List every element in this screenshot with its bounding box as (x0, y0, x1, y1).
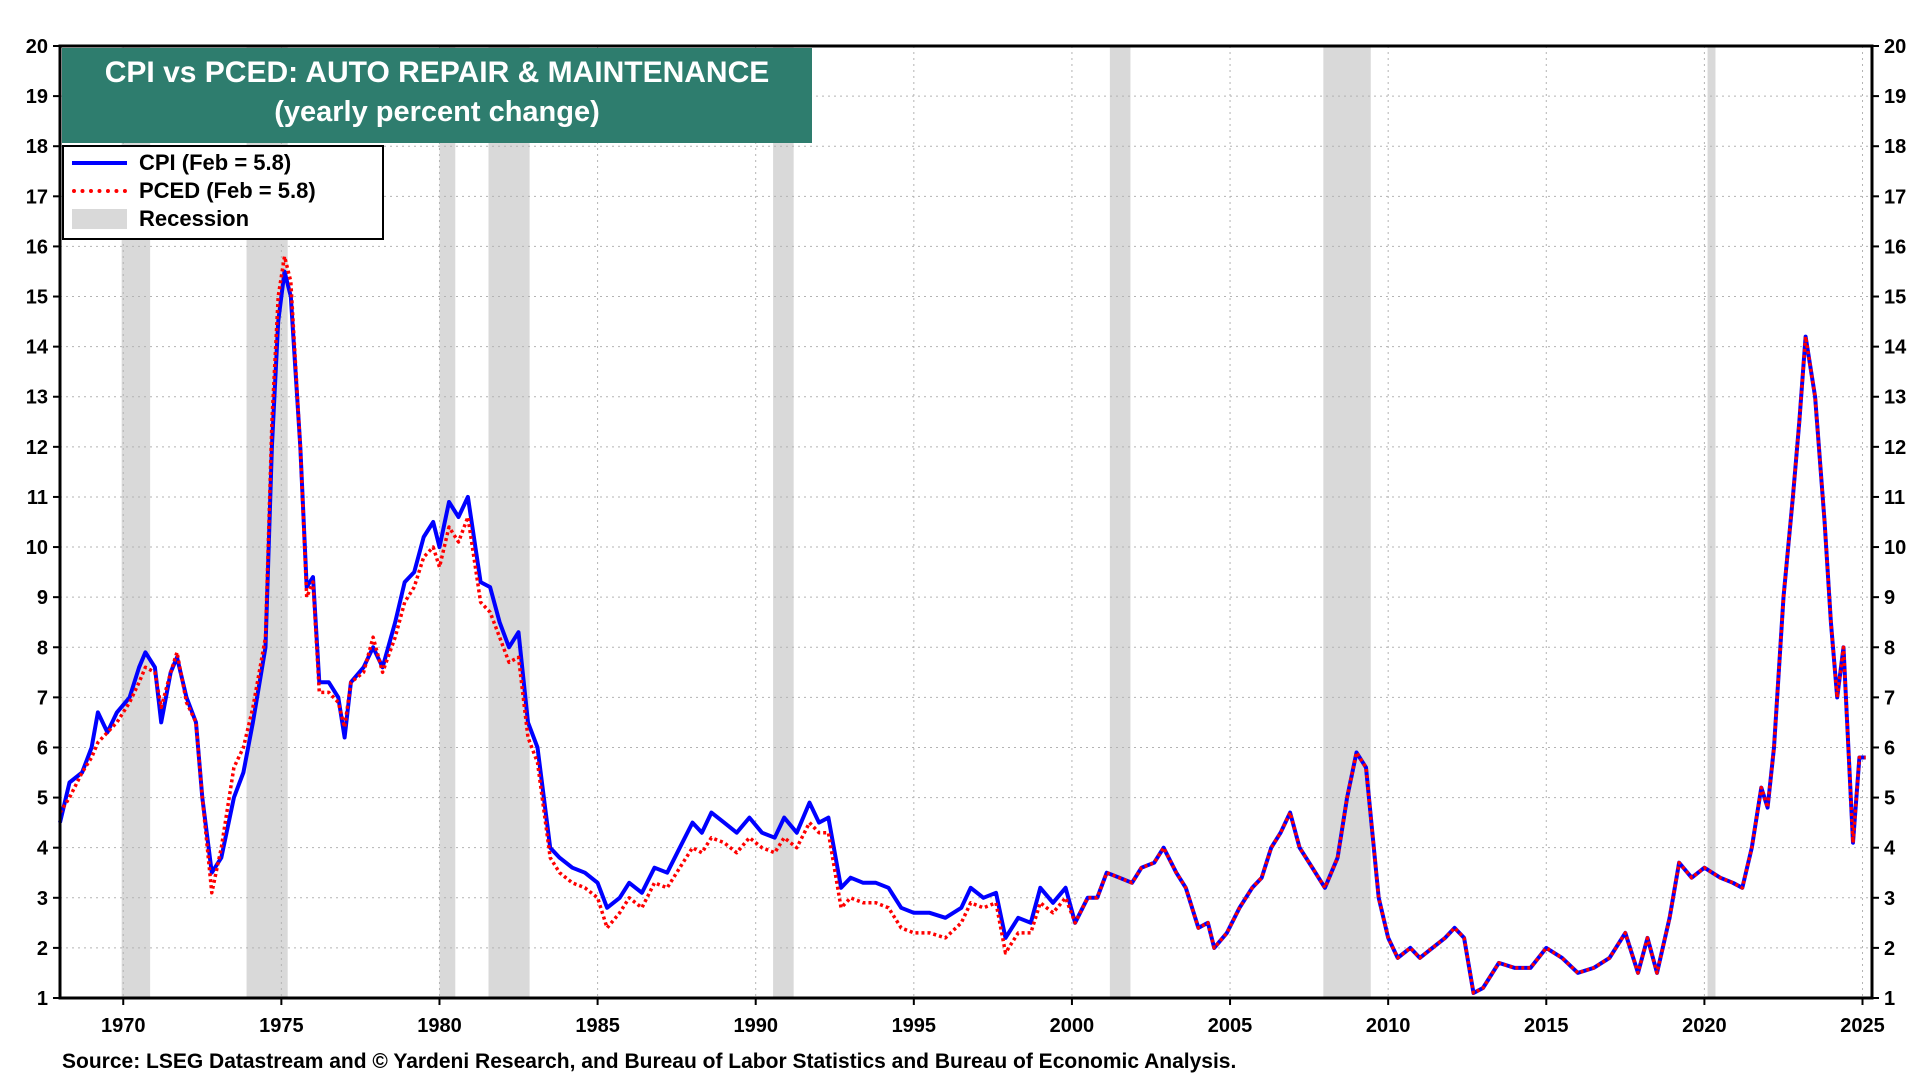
y-tick-label-left: 3 (37, 888, 48, 910)
x-tick-label: 2020 (1682, 1015, 1727, 1037)
y-tick-label-right: 18 (1884, 136, 1906, 158)
recession-band-4 (773, 46, 794, 998)
y-tick-label-right: 13 (1884, 387, 1906, 409)
y-tick-label-right: 1 (1884, 988, 1895, 1010)
y-tick-label-right: 17 (1884, 186, 1906, 208)
y-tick-label-right: 3 (1884, 888, 1895, 910)
y-tick-label-right: 20 (1884, 36, 1906, 58)
x-tick-label: 1970 (101, 1015, 146, 1037)
y-tick-label-right: 14 (1884, 337, 1907, 359)
x-tick-label: 2000 (1050, 1015, 1095, 1037)
legend-swatch-pced (72, 189, 127, 193)
legend-item-pced: PCED (Feb = 5.8) (72, 178, 316, 204)
chart-title-box: CPI vs PCED: AUTO REPAIR & MAINTENANCE (… (62, 48, 812, 143)
x-tick-label: 1985 (575, 1015, 620, 1037)
series-line-cpi (58, 269, 1866, 995)
y-tick-label-left: 20 (26, 36, 48, 58)
y-tick-label-left: 11 (27, 487, 48, 509)
y-tick-label-right: 8 (1884, 637, 1895, 659)
legend-item-cpi: CPI (Feb = 5.8) (72, 150, 291, 176)
y-tick-label-right: 6 (1884, 737, 1895, 759)
y-tick-label-left: 8 (37, 637, 48, 659)
y-tick-label-right: 5 (1884, 788, 1895, 810)
y-tick-label-left: 14 (26, 337, 49, 359)
legend-swatch-cpi (72, 161, 127, 165)
y-tick-label-left: 15 (26, 287, 48, 309)
y-tick-label-right: 16 (1884, 236, 1906, 258)
x-tick-label: 1990 (733, 1015, 778, 1037)
plot-frame (58, 44, 1874, 1000)
y-tick-label-left: 18 (26, 136, 48, 158)
recession-band-7 (1707, 46, 1716, 998)
y-tick-label-left: 4 (37, 838, 49, 860)
legend: CPI (Feb = 5.8) PCED (Feb = 5.8) Recessi… (62, 145, 384, 240)
y-tick-label-right: 4 (1884, 838, 1896, 860)
legend-label-pced: PCED (Feb = 5.8) (139, 178, 316, 203)
y-tick-label-left: 7 (37, 687, 48, 709)
y-tick-label-left: 2 (37, 938, 48, 960)
y-tick-label-left: 6 (37, 737, 48, 759)
y-tick-label-left: 1 (37, 988, 48, 1010)
recession-band-6 (1323, 46, 1371, 998)
y-tick-label-left: 9 (37, 587, 48, 609)
y-tick-label-left: 13 (26, 387, 48, 409)
series-lines (58, 254, 1866, 995)
y-tick-label-right: 9 (1884, 587, 1895, 609)
y-tick-label-right: 10 (1884, 537, 1906, 559)
y-tick-label-right: 7 (1884, 687, 1895, 709)
x-tick-label: 2005 (1208, 1015, 1253, 1037)
y-tick-label-right: 2 (1884, 938, 1895, 960)
x-tick-label: 2025 (1840, 1015, 1885, 1037)
legend-label-recession: Recession (139, 206, 250, 231)
legend-swatch-recession (72, 209, 127, 229)
y-tick-label-right: 19 (1884, 86, 1906, 108)
recession-band-2 (439, 46, 456, 998)
y-tick-label-left: 5 (37, 788, 48, 810)
recession-band-3 (488, 46, 530, 998)
y-tick-label-left: 10 (26, 537, 48, 559)
x-tick-label: 1995 (892, 1015, 937, 1037)
y-tick-label-left: 19 (26, 86, 48, 108)
y-tick-label-right: 11 (1884, 487, 1905, 509)
recession-band-5 (1109, 46, 1131, 998)
y-tick-label-right: 12 (1884, 437, 1906, 459)
x-tick-label: 1980 (417, 1015, 462, 1037)
y-tick-label-left: 17 (26, 186, 48, 208)
x-tick-label: 2015 (1524, 1015, 1569, 1037)
source-note: Source: LSEG Datastream and © Yardeni Re… (62, 1050, 1237, 1073)
x-tick-label: 2010 (1366, 1015, 1411, 1037)
y-tick-label-right: 15 (1884, 287, 1906, 309)
legend-item-recession: Recession (72, 206, 249, 232)
y-tick-label-left: 12 (26, 437, 48, 459)
legend-label-cpi: CPI (Feb = 5.8) (139, 150, 292, 175)
series-line-pced (58, 254, 1866, 995)
x-tick-label: 1975 (259, 1015, 304, 1037)
chart-subtitle: (yearly percent change) (274, 96, 600, 128)
chart-title: CPI vs PCED: AUTO REPAIR & MAINTENANCE (104, 56, 770, 89)
y-tick-label-left: 16 (26, 236, 48, 258)
